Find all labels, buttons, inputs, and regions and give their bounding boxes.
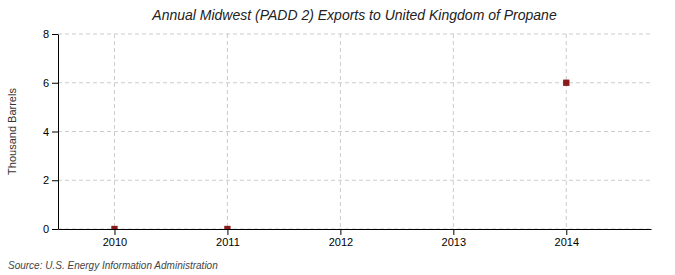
y-axis: 0 2 4 6 8: [43, 28, 59, 235]
tick: 2011: [216, 229, 240, 248]
tick-mark: [340, 229, 341, 235]
tick-mark: [114, 229, 115, 235]
axis-line: [59, 229, 652, 230]
title: Annual Midwest (PADD 2) Exports to Unite…: [151, 7, 557, 23]
grid-line: [114, 34, 115, 229]
tick-label: 2011: [216, 236, 240, 248]
tick-mark: [453, 229, 454, 235]
tick: 2012: [329, 229, 353, 248]
grid-line: [340, 34, 341, 229]
tick-mark: [52, 34, 58, 35]
axis-line: [58, 35, 59, 230]
tick-mark: [566, 229, 567, 235]
tick: 2: [43, 174, 58, 186]
point: [111, 226, 117, 229]
tick-mark: [52, 229, 58, 230]
tick-label: 6: [43, 77, 49, 89]
tick: 8: [43, 28, 58, 40]
tick-mark: [227, 229, 228, 235]
point: [224, 226, 230, 229]
tick-label: 0: [43, 223, 49, 235]
grid-line: [453, 34, 454, 229]
grid-line: [58, 82, 651, 83]
points: [111, 80, 569, 229]
source-note: Source: U.S. Energy Information Administ…: [8, 260, 218, 271]
point: [563, 80, 569, 86]
tick-label: 2014: [555, 236, 579, 248]
tick-label: 2012: [329, 236, 353, 248]
grid: [58, 34, 651, 229]
grid-line: [58, 229, 651, 230]
tick: 2010: [103, 229, 127, 248]
tick: 2013: [442, 229, 466, 248]
grid-line: [58, 131, 651, 132]
grid-line: [566, 34, 567, 229]
tick-label: 2: [43, 174, 49, 186]
tick-mark: [52, 83, 58, 84]
tick-label: 2013: [442, 236, 466, 248]
plot: 2010 2011 2012 2013 2014 0 2 4 6 8: [43, 28, 652, 248]
grid-line: [227, 34, 228, 229]
tick: 4: [43, 126, 58, 138]
tick-label: 2010: [103, 236, 127, 248]
tick-mark: [52, 180, 58, 181]
y-axis-label: Thousand Barrels: [6, 88, 18, 175]
tick-label: 4: [43, 126, 49, 138]
tick: 6: [43, 77, 58, 89]
tick-label: 8: [43, 28, 49, 40]
tick: 0: [43, 223, 58, 235]
grid-line: [58, 180, 651, 181]
grid-line: [58, 34, 651, 35]
x-axis: 2010 2011 2012 2013 2014: [59, 229, 652, 248]
tick-mark: [52, 132, 58, 133]
chart: 2010 2011 2012 2013 2014 0 2 4 6 8 Annual Midwest …: [0, 0, 675, 275]
tick: 2014: [555, 229, 579, 248]
